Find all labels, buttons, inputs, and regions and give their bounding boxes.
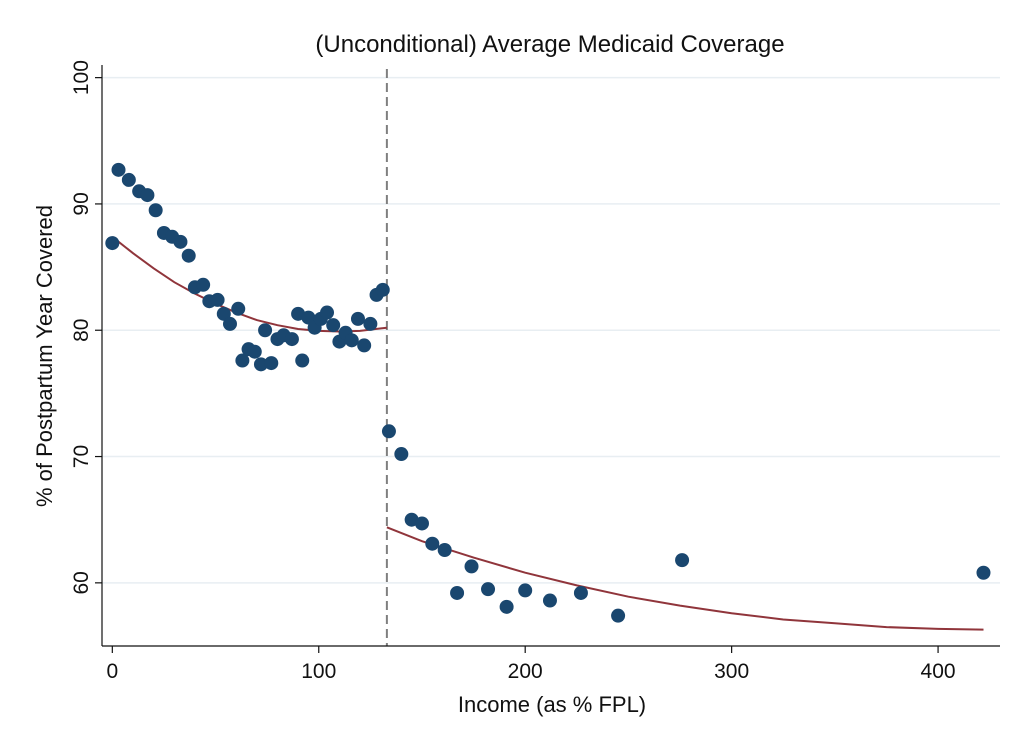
data-point bbox=[450, 585, 465, 600]
data-point bbox=[140, 188, 155, 203]
data-point bbox=[518, 583, 533, 598]
data-point bbox=[394, 447, 409, 462]
data-point bbox=[181, 248, 196, 263]
y-axis-label: % of Postpartum Year Covered bbox=[32, 205, 57, 507]
data-point bbox=[375, 282, 390, 297]
data-point bbox=[295, 353, 310, 368]
data-point bbox=[210, 292, 225, 307]
data-point bbox=[301, 310, 316, 325]
grid-layer bbox=[102, 76, 1000, 584]
y-tick-label: 70 bbox=[70, 445, 93, 468]
y-tick-label: 80 bbox=[70, 319, 93, 342]
data-point bbox=[425, 536, 440, 551]
data-point bbox=[611, 608, 626, 623]
data-point bbox=[344, 333, 359, 348]
y-tick-label: 100 bbox=[70, 60, 93, 95]
data-point bbox=[121, 172, 136, 187]
data-point bbox=[222, 316, 237, 331]
data-point bbox=[320, 305, 335, 320]
fit-line-right bbox=[386, 526, 984, 631]
data-point bbox=[105, 236, 120, 251]
data-point bbox=[976, 565, 991, 580]
data-point bbox=[381, 424, 396, 439]
data-point bbox=[231, 301, 246, 316]
data-point bbox=[173, 234, 188, 249]
data-point bbox=[414, 516, 429, 531]
ticks-layer: 60 70 80 90 100 0 100 200 300 400 bbox=[70, 60, 956, 683]
data-point bbox=[499, 599, 514, 614]
data-point bbox=[542, 593, 557, 608]
data-point bbox=[464, 559, 479, 574]
data-point bbox=[573, 585, 588, 600]
x-tick-label: 200 bbox=[508, 660, 543, 683]
y-tick-label: 60 bbox=[70, 571, 93, 594]
data-point bbox=[284, 332, 299, 347]
x-tick-label: 400 bbox=[921, 660, 956, 683]
data-point bbox=[111, 162, 126, 177]
data-point bbox=[363, 316, 378, 331]
data-point bbox=[326, 318, 341, 333]
data-point bbox=[253, 357, 268, 372]
points-layer bbox=[105, 162, 991, 623]
chart-title: (Unconditional) Average Medicaid Coverag… bbox=[315, 31, 784, 58]
axes-layer bbox=[101, 65, 1000, 647]
data-point bbox=[235, 353, 250, 368]
x-tick-label: 0 bbox=[106, 660, 118, 683]
data-point bbox=[437, 543, 452, 558]
data-point bbox=[196, 277, 211, 292]
data-point bbox=[216, 306, 231, 321]
x-tick-label: 300 bbox=[714, 660, 749, 683]
data-point bbox=[247, 344, 262, 359]
x-axis-label: Income (as % FPL) bbox=[458, 692, 646, 717]
data-point bbox=[675, 553, 690, 568]
data-point bbox=[350, 311, 365, 326]
data-point bbox=[357, 338, 372, 353]
data-point bbox=[264, 356, 279, 371]
data-point bbox=[148, 203, 163, 218]
data-point bbox=[481, 582, 496, 597]
x-tick-label: 100 bbox=[301, 660, 336, 683]
data-point bbox=[258, 323, 273, 338]
y-tick-label: 90 bbox=[70, 192, 93, 215]
